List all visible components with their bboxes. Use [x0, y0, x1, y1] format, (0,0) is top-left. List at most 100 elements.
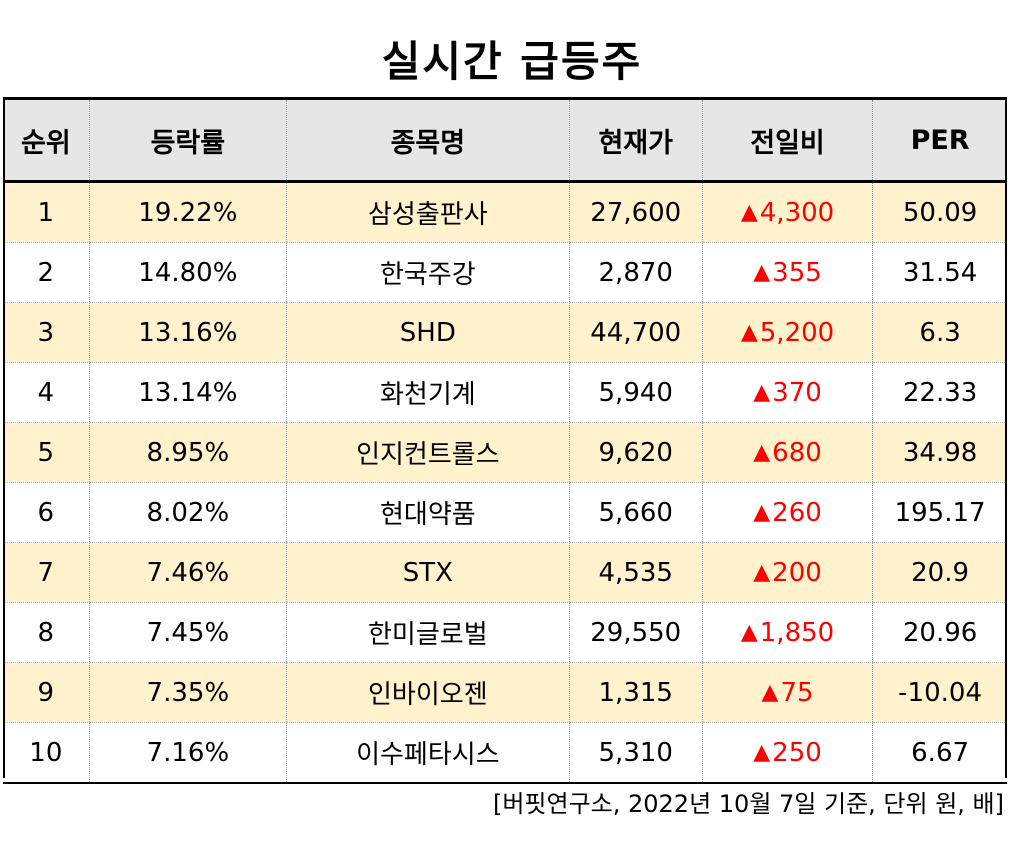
table-row: 5 8.95% 인지컨트롤스 9,620 ▲680 34.98 — [3, 422, 1007, 483]
per-cell: 20.96 — [872, 602, 1007, 663]
rate-cell: 7.45% — [88, 602, 287, 663]
per-cell: 6.3 — [872, 302, 1007, 363]
rank-cell: 4 — [3, 362, 90, 423]
price-cell: 27,600 — [568, 181, 703, 243]
rank-cell: 6 — [3, 482, 90, 543]
price-cell: 4,535 — [568, 542, 703, 603]
per-cell: -10.04 — [872, 662, 1007, 723]
table-row: 10 7.16% 이수페타시스 5,310 ▲250 6.67 — [3, 722, 1007, 784]
change-cell: ▲75 — [701, 662, 873, 723]
change-value: 680 — [772, 437, 822, 468]
rate-cell: 8.95% — [88, 422, 287, 483]
header-rank: 순위 — [3, 97, 90, 183]
price-cell: 5,310 — [568, 722, 703, 784]
up-triangle-icon: ▲ — [761, 679, 779, 705]
per-cell: 34.98 — [872, 422, 1007, 483]
per-cell: 195.17 — [872, 482, 1007, 543]
change-value: 4,300 — [759, 197, 835, 228]
change-cell: ▲370 — [701, 362, 873, 423]
rate-cell: 7.46% — [88, 542, 287, 603]
rate-cell: 8.02% — [88, 482, 287, 543]
change-cell: ▲200 — [701, 542, 873, 603]
rate-cell: 7.35% — [88, 662, 287, 723]
change-value: 250 — [772, 737, 822, 768]
stock-table: 순위 등락률 종목명 현재가 전일비 PER 1 19.22% 삼성출판사 27,60… — [3, 97, 1007, 784]
rank-cell: 7 — [3, 542, 90, 603]
price-cell: 5,940 — [568, 362, 703, 423]
up-triangle-icon: ▲ — [740, 319, 758, 345]
rank-cell: 9 — [3, 662, 90, 723]
rank-cell: 3 — [3, 302, 90, 363]
rate-cell: 13.14% — [88, 362, 287, 423]
stock-name-cell: 한미글로벌 — [286, 602, 570, 663]
table-row: 4 13.14% 화천기계 5,940 ▲370 22.33 — [3, 362, 1007, 423]
header-rate: 등락률 — [88, 97, 287, 183]
header-per: PER — [872, 97, 1007, 183]
change-cell: ▲680 — [701, 422, 873, 483]
change-value: 1,850 — [759, 617, 835, 648]
stock-name-cell: STX — [286, 542, 570, 603]
change-cell: ▲1,850 — [701, 602, 873, 663]
price-cell: 2,870 — [568, 242, 703, 303]
header-name: 종목명 — [286, 97, 570, 183]
stock-name-cell: 인바이오젠 — [286, 662, 570, 723]
up-triangle-icon: ▲ — [753, 739, 771, 765]
stock-name-cell: 한국주강 — [286, 242, 570, 303]
rank-cell: 1 — [3, 181, 90, 243]
up-triangle-icon: ▲ — [740, 619, 758, 645]
change-cell: ▲260 — [701, 482, 873, 543]
stock-name-cell: 인지컨트롤스 — [286, 422, 570, 483]
rank-cell: 10 — [3, 722, 90, 784]
table-row: 7 7.46% STX 4,535 ▲200 20.9 — [3, 542, 1007, 603]
price-cell: 44,700 — [568, 302, 703, 363]
table-row: 6 8.02% 현대약품 5,660 ▲260 195.17 — [3, 482, 1007, 543]
change-value: 370 — [772, 377, 822, 408]
change-value: 355 — [772, 257, 822, 288]
per-cell: 50.09 — [872, 181, 1007, 243]
per-cell: 31.54 — [872, 242, 1007, 303]
header-price: 현재가 — [568, 97, 703, 183]
header-row: 순위 등락률 종목명 현재가 전일비 PER — [3, 97, 1007, 183]
up-triangle-icon: ▲ — [753, 439, 771, 465]
up-triangle-icon: ▲ — [753, 259, 771, 285]
change-cell: ▲355 — [701, 242, 873, 303]
up-triangle-icon: ▲ — [753, 379, 771, 405]
change-value: 200 — [772, 557, 822, 588]
rate-cell: 19.22% — [88, 181, 287, 243]
per-cell: 22.33 — [872, 362, 1007, 423]
change-cell: ▲250 — [701, 722, 873, 784]
stock-name-cell: 현대약품 — [286, 482, 570, 543]
header-change: 전일비 — [701, 97, 873, 183]
table-row: 3 13.16% SHD 44,700 ▲5,200 6.3 — [3, 302, 1007, 363]
stock-name-cell: SHD — [286, 302, 570, 363]
rank-cell: 2 — [3, 242, 90, 303]
change-value: 75 — [780, 677, 814, 708]
rank-cell: 5 — [3, 422, 90, 483]
rank-cell: 8 — [3, 602, 90, 663]
stock-name-cell: 이수페타시스 — [286, 722, 570, 784]
rate-cell: 14.80% — [88, 242, 287, 303]
up-triangle-icon: ▲ — [753, 499, 771, 525]
up-triangle-icon: ▲ — [753, 559, 771, 585]
rate-cell: 13.16% — [88, 302, 287, 363]
up-triangle-icon: ▲ — [740, 199, 758, 225]
price-cell: 29,550 — [568, 602, 703, 663]
stock-name-cell: 삼성출판사 — [286, 181, 570, 243]
per-cell: 6.67 — [872, 722, 1007, 784]
rate-cell: 7.16% — [88, 722, 287, 784]
stock-name-cell: 화천기계 — [286, 362, 570, 423]
source-note: [버핏연구소, 2022년 10월 7일 기준, 단위 원, 배] — [492, 790, 1004, 818]
table-row: 2 14.80% 한국주강 2,870 ▲355 31.54 — [3, 242, 1007, 303]
table-row: 9 7.35% 인바이오젠 1,315 ▲75 -10.04 — [3, 662, 1007, 723]
page-title: 실시간 급등주 — [381, 37, 643, 86]
change-value: 5,200 — [759, 317, 835, 348]
price-cell: 1,315 — [568, 662, 703, 723]
table-row: 8 7.45% 한미글로벌 29,550 ▲1,850 20.96 — [3, 602, 1007, 663]
table-body: 1 19.22% 삼성출판사 27,600 ▲4,300 50.09 2 14.80% 한국주강… — [3, 181, 1007, 784]
price-cell: 9,620 — [568, 422, 703, 483]
per-cell: 20.9 — [872, 542, 1007, 603]
table-row: 1 19.22% 삼성출판사 27,600 ▲4,300 50.09 — [3, 181, 1007, 243]
change-cell: ▲5,200 — [701, 302, 873, 363]
change-cell: ▲4,300 — [701, 181, 873, 243]
change-value: 260 — [772, 497, 822, 528]
